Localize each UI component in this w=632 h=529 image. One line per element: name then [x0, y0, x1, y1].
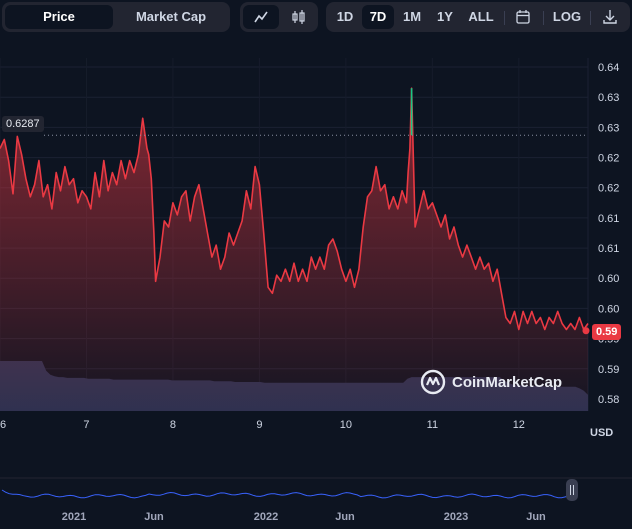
- currency-label: USD: [590, 427, 614, 439]
- navigator-tick-label: 2021: [62, 511, 86, 523]
- y-tick-label: 0.64: [598, 62, 619, 74]
- coinmarketcap-watermark: CoinMarketCap: [420, 369, 562, 395]
- x-tick-label: 12: [513, 419, 525, 431]
- navigator-tick-label: Jun: [335, 511, 355, 523]
- current-price-tag: 0.59: [592, 324, 622, 340]
- y-tick-label: 0.62: [598, 153, 619, 165]
- range-toolbar: 1D 7D 1M 1Y ALL LOG: [326, 2, 630, 32]
- navigator-tick-label: Jun: [526, 511, 546, 523]
- range-1y-button[interactable]: 1Y: [437, 9, 453, 24]
- y-tick-label: 0.62: [598, 183, 619, 195]
- navigator-tick-label: 2023: [444, 511, 468, 523]
- watermark-text: CoinMarketCap: [452, 373, 563, 391]
- high-marker-label: 0.6287: [2, 116, 44, 132]
- x-tick-label: 7: [83, 419, 89, 431]
- navigator-line: [1, 489, 577, 499]
- x-tick-label: 9: [256, 419, 262, 431]
- y-tick-label: 0.63: [598, 92, 619, 104]
- y-axis: 0.64 0.63 0.63 0.62 0.62 0.61 0.61 0.60 0.60 0.59…: [598, 62, 619, 406]
- y-tick-label: 0.61: [598, 213, 619, 225]
- x-tick-label: 10: [340, 419, 352, 431]
- range-7d-button[interactable]: 7D: [362, 5, 394, 29]
- y-tick-label: 0.60: [598, 303, 619, 315]
- calendar-button[interactable]: [509, 5, 537, 29]
- log-scale-button[interactable]: LOG: [552, 9, 582, 24]
- price-line: [0, 87, 589, 331]
- x-tick-label: 8: [170, 419, 176, 431]
- download-icon: [603, 10, 617, 24]
- navigator-axis: 2021 Jun 2022 Jun 2023 Jun: [62, 511, 546, 523]
- y-tick-label: 0.58: [598, 394, 619, 406]
- calendar-icon: [516, 10, 530, 24]
- navigator-handle[interactable]: [566, 479, 578, 501]
- download-button[interactable]: [596, 5, 624, 29]
- x-axis: 6 7 8 9 10 11 12: [0, 419, 525, 431]
- toolbar-divider: [543, 11, 544, 25]
- chart-toolbar: Price Market Cap 1D 7D 1M 1Y ALL: [0, 0, 632, 34]
- y-tick-label: 0.61: [598, 243, 619, 255]
- line-chart-icon: [254, 11, 268, 23]
- range-1m-button[interactable]: 1M: [402, 9, 422, 24]
- candlestick-chart-icon: [292, 10, 305, 24]
- current-price-dot: [582, 327, 590, 335]
- range-navigator[interactable]: 2021 Jun 2022 Jun 2023 Jun: [0, 474, 632, 529]
- x-tick-label: 6: [0, 419, 6, 431]
- tab-market-cap[interactable]: Market Cap: [135, 9, 207, 24]
- coinmarketcap-logo-icon: [420, 369, 446, 395]
- x-tick-label: 11: [427, 419, 438, 431]
- toolbar-divider: [504, 11, 505, 25]
- toolbar-divider: [590, 11, 591, 25]
- price-marketcap-toggle: Price Market Cap: [2, 2, 230, 32]
- y-tick-label: 0.60: [598, 273, 619, 285]
- y-tick-label: 0.59: [598, 364, 619, 376]
- y-tick-label: 0.63: [598, 122, 619, 134]
- navigator-tick-label: 2022: [254, 511, 278, 523]
- price-chart[interactable]: 0.64 0.63 0.63 0.62 0.62 0.61 0.61 0.60 0.60 0.59…: [0, 0, 632, 474]
- tab-price[interactable]: Price: [5, 5, 113, 29]
- candlestick-chart-button[interactable]: [282, 5, 316, 29]
- range-1d-button[interactable]: 1D: [336, 9, 354, 24]
- range-all-button[interactable]: ALL: [468, 9, 494, 24]
- line-chart-button[interactable]: [243, 5, 279, 29]
- price-area-fill: [0, 88, 588, 411]
- navigator-tick-label: Jun: [144, 511, 164, 523]
- chart-type-toggle: [240, 2, 318, 32]
